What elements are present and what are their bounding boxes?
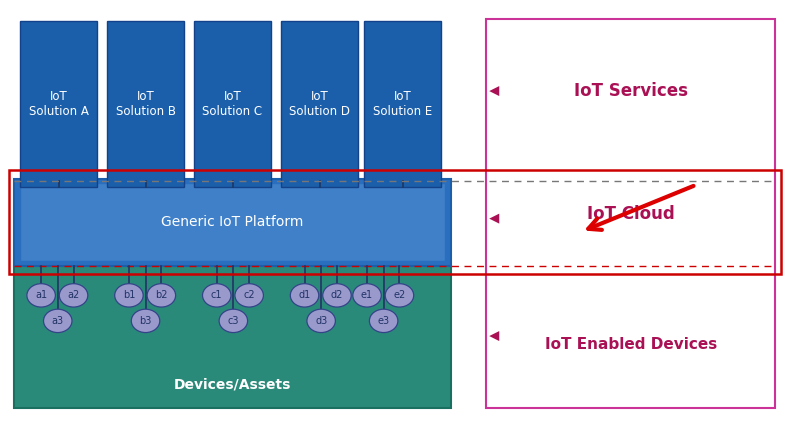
Ellipse shape	[307, 309, 335, 332]
Ellipse shape	[369, 309, 398, 332]
Ellipse shape	[235, 284, 263, 307]
Ellipse shape	[131, 309, 160, 332]
Text: c3: c3	[228, 316, 239, 326]
Text: a1: a1	[35, 290, 47, 300]
FancyBboxPatch shape	[194, 21, 271, 187]
Ellipse shape	[290, 284, 319, 307]
Ellipse shape	[219, 309, 248, 332]
Text: e2: e2	[393, 290, 406, 300]
Ellipse shape	[202, 284, 231, 307]
FancyBboxPatch shape	[364, 21, 441, 187]
Text: b1: b1	[123, 290, 135, 300]
Text: IoT
Solution A: IoT Solution A	[28, 90, 89, 118]
FancyBboxPatch shape	[14, 178, 451, 266]
Text: IoT
Solution D: IoT Solution D	[289, 90, 350, 118]
Text: e1: e1	[361, 290, 373, 300]
Ellipse shape	[385, 284, 414, 307]
Text: Devices/Assets: Devices/Assets	[174, 378, 291, 391]
FancyBboxPatch shape	[107, 21, 184, 187]
Text: a3: a3	[51, 316, 64, 326]
FancyBboxPatch shape	[20, 183, 445, 261]
Text: d2: d2	[331, 290, 343, 300]
Ellipse shape	[44, 309, 72, 332]
Text: IoT
Solution E: IoT Solution E	[373, 90, 432, 118]
Text: IoT Services: IoT Services	[573, 82, 688, 100]
Text: a2: a2	[67, 290, 80, 300]
Text: IoT Enabled Devices: IoT Enabled Devices	[545, 337, 717, 352]
FancyBboxPatch shape	[14, 266, 451, 408]
FancyBboxPatch shape	[20, 21, 97, 187]
Ellipse shape	[59, 284, 88, 307]
Text: IoT
Solution C: IoT Solution C	[202, 90, 263, 118]
Ellipse shape	[147, 284, 176, 307]
Text: b2: b2	[155, 290, 168, 300]
Text: IoT
Solution B: IoT Solution B	[115, 90, 176, 118]
Ellipse shape	[323, 284, 351, 307]
Text: b3: b3	[139, 316, 152, 326]
Text: IoT Cloud: IoT Cloud	[587, 205, 675, 223]
Text: Generic IoT Platform: Generic IoT Platform	[161, 215, 304, 229]
Text: e3: e3	[377, 316, 390, 326]
Ellipse shape	[27, 284, 55, 307]
Text: c1: c1	[211, 290, 222, 300]
Text: d1: d1	[298, 290, 311, 300]
Ellipse shape	[353, 284, 381, 307]
FancyBboxPatch shape	[281, 21, 358, 187]
Text: d3: d3	[315, 316, 327, 326]
Text: c2: c2	[244, 290, 255, 300]
Ellipse shape	[115, 284, 143, 307]
